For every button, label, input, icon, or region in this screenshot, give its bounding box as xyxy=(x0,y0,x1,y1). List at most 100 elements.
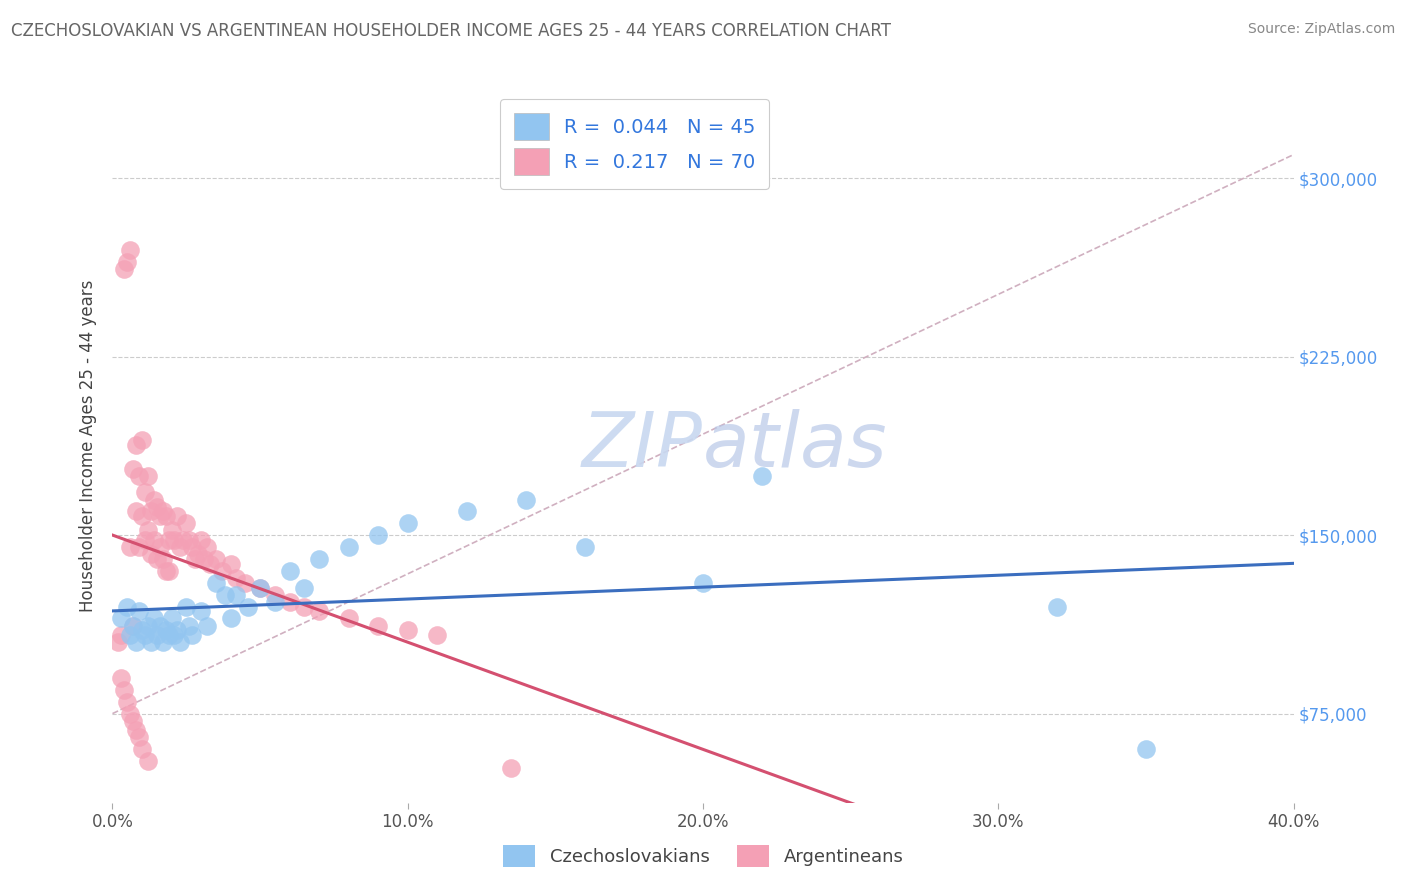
Point xyxy=(184,552,207,566)
Point xyxy=(134,485,156,500)
Point xyxy=(264,595,287,609)
Point xyxy=(172,533,194,547)
Point xyxy=(367,618,389,632)
Point xyxy=(110,611,132,625)
Point xyxy=(136,524,159,538)
Point xyxy=(146,500,169,514)
Point xyxy=(122,618,145,632)
Legend: Czechoslovakians, Argentineans: Czechoslovakians, Argentineans xyxy=(495,838,911,874)
Point xyxy=(308,604,330,618)
Point xyxy=(205,575,228,590)
Point xyxy=(120,706,142,721)
Point xyxy=(142,492,165,507)
Point xyxy=(149,618,172,632)
Point xyxy=(396,624,419,638)
Point xyxy=(152,504,174,518)
Point xyxy=(181,628,204,642)
Point xyxy=(152,552,174,566)
Point xyxy=(160,611,183,625)
Point xyxy=(139,547,162,561)
Point xyxy=(120,540,142,554)
Text: atlas: atlas xyxy=(703,409,887,483)
Point xyxy=(219,611,242,625)
Point xyxy=(292,599,315,614)
Point xyxy=(152,635,174,649)
Point xyxy=(122,714,145,728)
Point xyxy=(117,695,138,709)
Point xyxy=(205,552,228,566)
Point xyxy=(136,754,159,768)
Text: ZIP: ZIP xyxy=(582,409,703,483)
Point xyxy=(112,682,135,697)
Point xyxy=(278,564,301,578)
Point xyxy=(139,635,162,649)
Point xyxy=(1135,742,1157,756)
Point xyxy=(225,588,247,602)
Point xyxy=(367,528,389,542)
Point xyxy=(117,254,138,268)
Point xyxy=(131,624,153,638)
Point xyxy=(515,492,537,507)
Point xyxy=(501,761,523,775)
Point xyxy=(134,533,156,547)
Point xyxy=(396,516,419,531)
Point xyxy=(157,533,180,547)
Point xyxy=(146,552,169,566)
Point xyxy=(163,628,186,642)
Point xyxy=(1046,599,1069,614)
Point xyxy=(193,552,215,566)
Point xyxy=(249,581,271,595)
Point xyxy=(190,604,212,618)
Point xyxy=(122,618,145,632)
Point xyxy=(219,557,242,571)
Point xyxy=(125,504,148,518)
Point xyxy=(179,618,201,632)
Point xyxy=(337,611,360,625)
Point xyxy=(107,635,129,649)
Point xyxy=(117,599,138,614)
Point xyxy=(160,524,183,538)
Point xyxy=(166,624,188,638)
Point xyxy=(110,671,132,685)
Point xyxy=(169,540,191,554)
Point xyxy=(308,552,330,566)
Point xyxy=(157,564,180,578)
Point xyxy=(155,564,177,578)
Point xyxy=(128,604,150,618)
Point xyxy=(195,540,218,554)
Point xyxy=(149,540,172,554)
Point xyxy=(112,261,135,276)
Y-axis label: Householder Income Ages 25 - 44 years: Householder Income Ages 25 - 44 years xyxy=(79,280,97,612)
Text: CZECHOSLOVAKIAN VS ARGENTINEAN HOUSEHOLDER INCOME AGES 25 - 44 YEARS CORRELATION: CZECHOSLOVAKIAN VS ARGENTINEAN HOUSEHOLD… xyxy=(11,22,891,40)
Point xyxy=(264,588,287,602)
Point xyxy=(163,533,186,547)
Point xyxy=(142,611,165,625)
Point xyxy=(574,540,596,554)
Point xyxy=(139,504,162,518)
Point xyxy=(125,438,148,452)
Text: Source: ZipAtlas.com: Source: ZipAtlas.com xyxy=(1247,22,1395,37)
Point xyxy=(122,461,145,475)
Point xyxy=(136,618,159,632)
Point xyxy=(174,599,197,614)
Legend: R =  0.044   N = 45, R =  0.217   N = 70: R = 0.044 N = 45, R = 0.217 N = 70 xyxy=(501,99,769,189)
Point xyxy=(134,628,156,642)
Point xyxy=(131,742,153,756)
Point xyxy=(131,509,153,524)
Point xyxy=(128,731,150,745)
Point xyxy=(337,540,360,554)
Point xyxy=(146,628,169,642)
Point xyxy=(155,624,177,638)
Point xyxy=(214,588,236,602)
Point xyxy=(120,628,142,642)
Point xyxy=(131,433,153,447)
Point xyxy=(174,516,197,531)
Point xyxy=(249,581,271,595)
Point xyxy=(211,564,233,578)
Point xyxy=(149,509,172,524)
Point xyxy=(426,628,449,642)
Point xyxy=(155,509,177,524)
Point xyxy=(190,533,212,547)
Point xyxy=(128,540,150,554)
Point xyxy=(136,468,159,483)
